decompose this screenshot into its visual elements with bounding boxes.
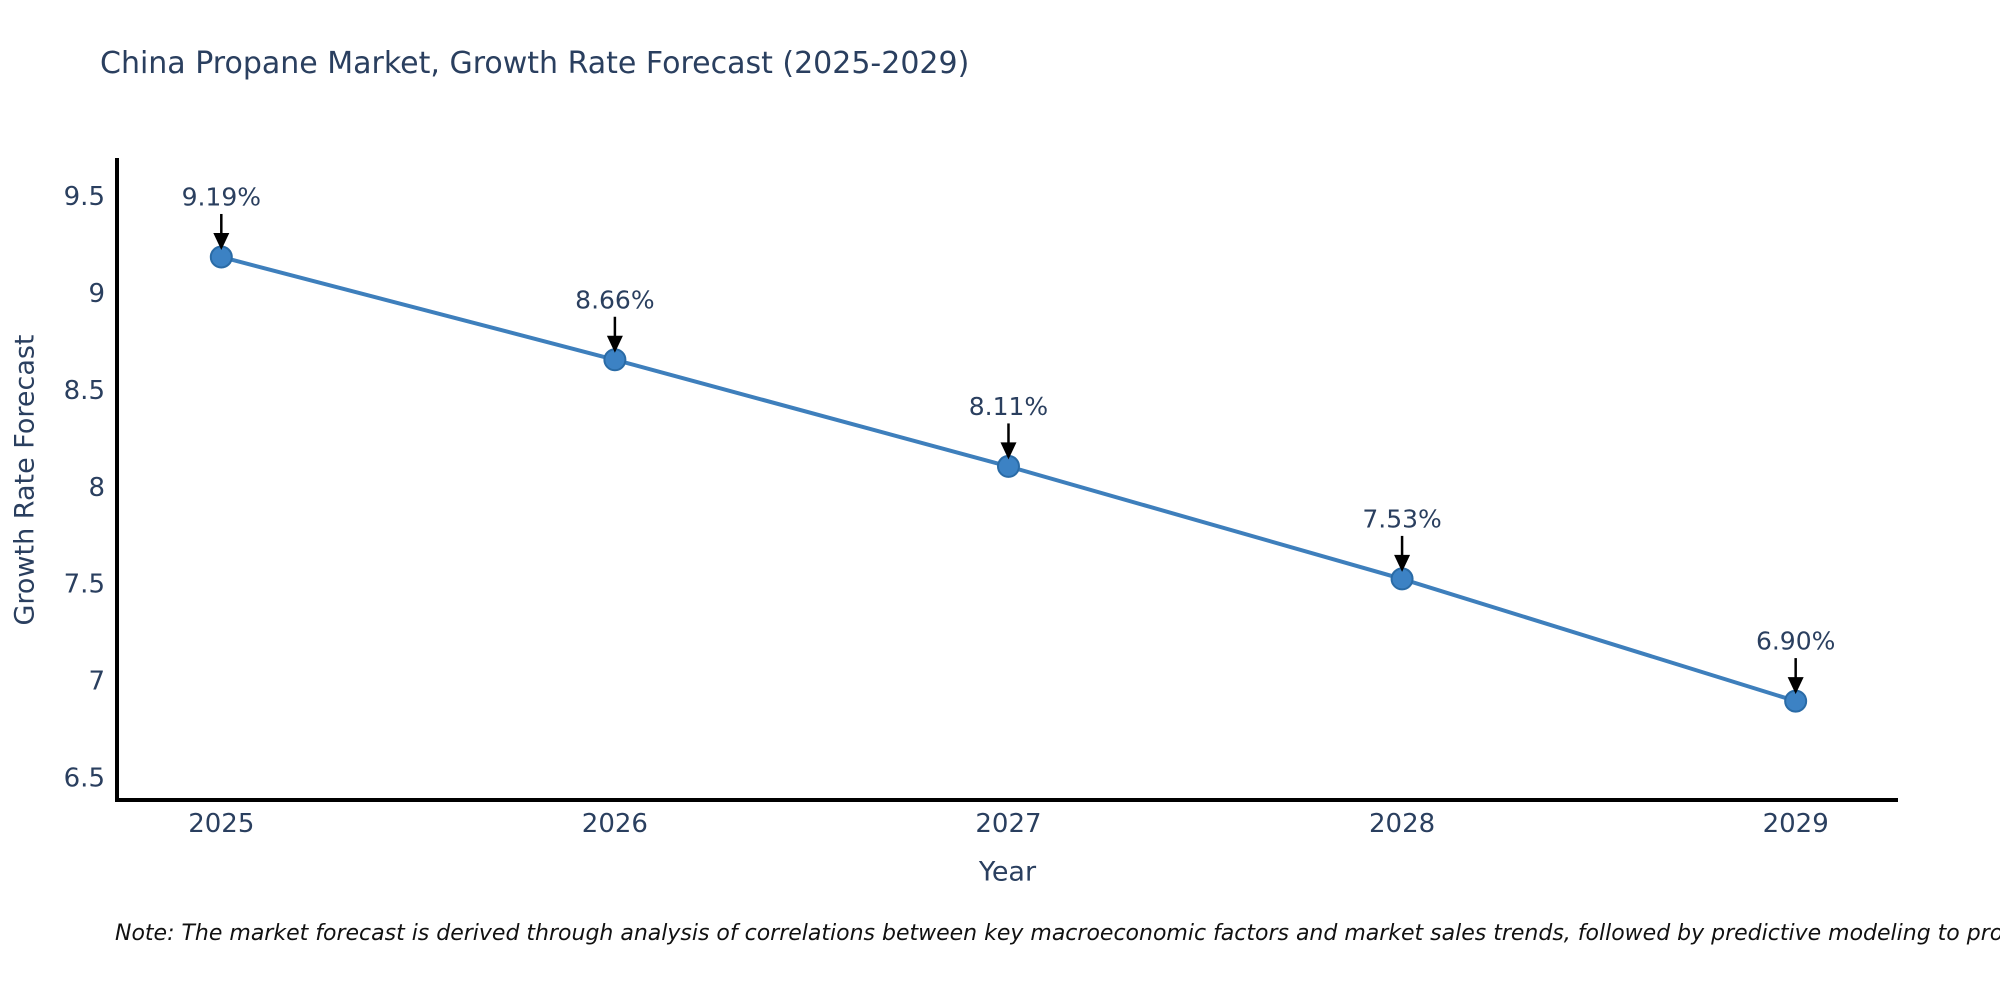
chart-title: China Propane Market, Growth Rate Foreca…: [100, 46, 970, 81]
annotation-arrowhead: [1394, 554, 1411, 572]
y-tick-label: 8: [88, 473, 105, 503]
annotation-arrowhead: [1787, 677, 1804, 695]
data-line: [219, 254, 1798, 704]
y-tick-label: 7.5: [64, 570, 105, 600]
point-annotation-label: 9.19%: [182, 182, 261, 211]
y-tick-label: 6.5: [64, 764, 105, 794]
point-annotation-label: 7.53%: [1362, 504, 1441, 533]
x-tick-label: 2027: [975, 809, 1041, 839]
x-tick-label: 2025: [188, 809, 254, 839]
y-tick-label: 7: [88, 667, 105, 697]
x-tick-label: 2028: [1369, 809, 1435, 839]
point-annotation-label: 8.66%: [575, 285, 654, 314]
x-tick-label: 2026: [582, 809, 648, 839]
point-annotation-label: 6.90%: [1756, 627, 1835, 656]
y-tick-label: 9: [88, 279, 105, 309]
annotation-arrowhead: [213, 232, 230, 250]
y-tick-label: 8.5: [64, 376, 105, 406]
x-axis-title: Year: [978, 857, 1037, 888]
y-axis-title: Growth Rate Forecast: [10, 334, 41, 625]
annotation-arrowhead: [1000, 442, 1017, 460]
annotation-arrowhead: [606, 335, 623, 353]
point-annotation-label: 8.11%: [969, 392, 1048, 421]
footnote: Note: The market forecast is derived thr…: [115, 921, 2000, 946]
x-tick-label: 2029: [1763, 809, 1829, 839]
y-tick-label: 9.5: [64, 182, 105, 212]
